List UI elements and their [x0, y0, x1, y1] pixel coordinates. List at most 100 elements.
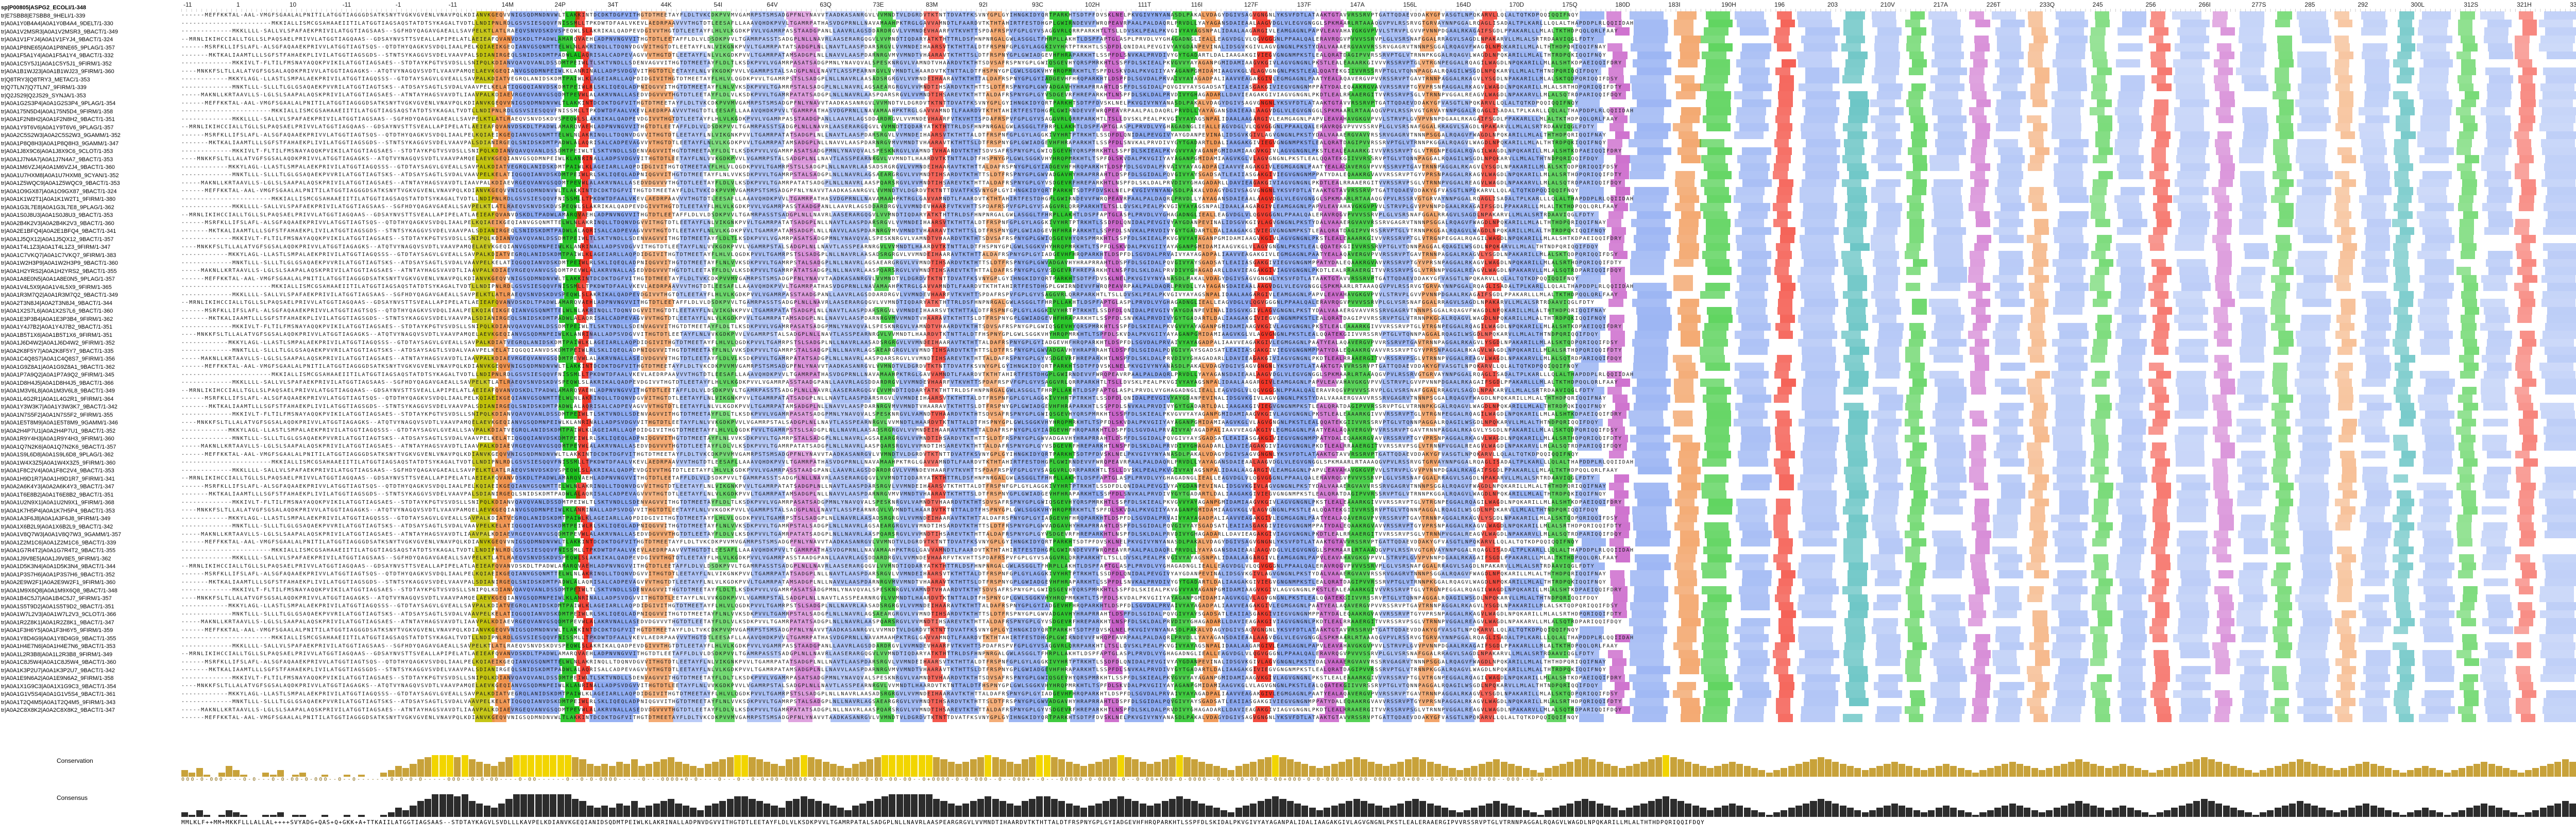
alignment-row[interactable]: -----------------------MKKIALLISMCGSAHAA… [181, 458, 2576, 467]
alignment-row[interactable]: ----MNKKFSLTLLALATVGFSGSALAQDKPRIVVLATGG… [181, 506, 2576, 515]
alignment-row[interactable]: -------------MKKIVLT-FLTILFMSNAYAQQKPVIK… [181, 147, 2576, 155]
sequence-name[interactable]: tr|A0A1P3S7H6|A0A1P3S7H6_9BACT/1-352 [1, 571, 115, 578]
alignment-row[interactable]: -------MKTKALIAAMTLLLSGFSTFAHAEKPLIVILAT… [181, 315, 2576, 323]
sequence-name[interactable]: tr|A0A1Q7N2K6|A0A1Q7N2K6_9BACT/1-357 [1, 443, 116, 450]
sequence-name[interactable]: tr|A0A1F2N8H2|A0A1F2N8H2_9BACT/1-351 [1, 116, 115, 123]
sequence-name[interactable]: tr|A0A1Y3W3K7|A0A1Y3W3K7_9BACT/1-342 [1, 404, 117, 410]
alignment-row[interactable]: ------MSRFKLLIFSLAFL-ALSGFAQAAEKPRIVVLAT… [181, 306, 2576, 315]
alignment-row[interactable]: -------------MKKIVLT-FLTILFMSNAYAQQKPVIK… [181, 322, 2576, 331]
sequence-name[interactable]: tr|A0A1P7A9Q2|A0A1P7A9Q2_9FIRM/1-345 [1, 372, 114, 378]
sequence-name[interactable]: tr|A0A1M9X6Q8|A0A1M9X6Q8_9BACT/1-348 [1, 587, 117, 594]
alignment-row[interactable]: ----MNKKFSLTLLALATVGFSGSALAQDKPRIVVLATGG… [181, 331, 2576, 339]
sequence-name[interactable]: tr|A0A1K1W2T1|A0A1K1W2T1_9FIRM/1-380 [1, 196, 116, 202]
alignment-row[interactable]: ----MNKKFSLTLLALATVGFSGSALAQDKPRIVVLATGG… [181, 155, 2576, 163]
alignment-row[interactable]: -------MKTKALIAAMTLLLSGFSTFAHAEKPLIVILAT… [181, 51, 2576, 59]
alignment-row[interactable]: --MRNLIKIHCCIALLTGLLSLPAQSAELPRIVVLATGGT… [181, 35, 2576, 43]
alignment-row[interactable]: ----MNKKFSLTLLALATVGFSGSALAQDKPRIVVLATGG… [181, 594, 2576, 602]
sequence-name[interactable]: tr|A0A1T6E8B2|A0A1T6E8B2_9BACT/1-351 [1, 491, 114, 498]
alignment-row[interactable]: -------------MNKTLLL-SLLLTLGLGSAQAEKPVVR… [181, 259, 2576, 267]
alignment-row[interactable]: -------------MKKLLLL-SALLVLSPAFAEKPRIVIL… [181, 379, 2576, 387]
sequence-name[interactable]: tr|A0A1F5A1Y4|A0A1F5A1Y4_9BACT/1-332 [1, 53, 114, 59]
sequence-name[interactable]: tr|A0A1S5T9D2|A0A1S5T9D2_9BACT/1-351 [1, 603, 114, 610]
sequence-name[interactable]: tr|A0A1T4L1Z3|A0A1T4L1Z3_9FIRM/1-347 [1, 244, 111, 250]
alignment-row[interactable]: -------------MKKIVLT-FLTILFMSNAYAQQKPVIK… [181, 411, 2576, 419]
sequence-name[interactable]: tr|A0A2K8F5Y7|A0A2K8F5Y7_9BACT/1-335 [1, 348, 114, 354]
alignment-row[interactable]: -------------MNKTLLL-SLLLTLGLGSAQAEKPVVR… [181, 171, 2576, 179]
alignment-row[interactable]: -------MKTKALIAAMTLLLSGFSTFAHAEKPLIVILAT… [181, 490, 2576, 499]
sequence-name[interactable]: tr|A0A1H2YRS2|A0A1H2YRS2_9BACT/1-355 [1, 268, 117, 275]
sequence-name[interactable]: tr|A0A1F3H6Y5|A0A1F3H6Y5_9FIRM/1-359 [1, 627, 113, 634]
sequence-name[interactable]: tr|A0A1W7L2V3|A0A1W7L2V3_9CLOT/1-366 [1, 611, 116, 618]
sequence-name[interactable]: tr|A0A1V4L5X9|A0A1V4L5X9_9FIRM/1-365 [1, 284, 112, 291]
alignment-row[interactable]: ------MSRFKLLIFSLAFL-ALSGFAQAAEKPRIVVLAT… [181, 482, 2576, 490]
sequence-name[interactable]: tr|A0A1V1FYJ4|A0A1V1FYJ4_9BACT/1-324 [1, 37, 113, 43]
sequence-name[interactable]: tr|A0A1H4E7N6|A0A1H4E7N6_9BACT/1-353 [1, 643, 116, 650]
sequence-name[interactable]: tr|A0A1L4G2R1|A0A1L4G2R1_9FIRM/1-364 [1, 396, 114, 402]
alignment-row[interactable]: ----MNKKFSLTLLALATVGFSGSALAQDKPRIVVLATGG… [181, 418, 2576, 426]
sequence-name[interactable]: tr|A0A1N7S5F2|A0A1N7S5F2_9FIRM/1-355 [1, 412, 113, 418]
sequence-name[interactable]: tr|A0A1X2S7L6|A0A1X2S7L6_9BACT/1-360 [1, 308, 113, 314]
alignment-row[interactable]: -------------MKKLLLL-SALLVLSPAFAEKPRIVIL… [181, 203, 2576, 211]
alignment-row[interactable]: -----MAKNLLKRTAAVLLS-LGLSLSAAPALAQSKPRIV… [181, 354, 2576, 363]
sequence-name[interactable]: tr|A0A1W4X3Z5|A0A1W4X3Z5_9FIRM/1-360 [1, 459, 116, 466]
alignment-row[interactable]: -------------MNKTLLL-SLLLTLGLGSAQAEKPVVR… [181, 522, 2576, 531]
alignment-row[interactable]: ------MEFFKKTAL-AAL-VMGFSGAALALPNITILATG… [181, 187, 2576, 195]
alignment-row[interactable]: ------MEFFKKTAL-AAL-VMGFSGAALALPNITILATG… [181, 538, 2576, 546]
alignment-row[interactable]: ----MNKKFSLTLLALATVGFSGSALAQDKPRIVVLATGG… [181, 67, 2576, 75]
alignment-row[interactable]: -----MAKNLLKRTAAVLLS-LGLSLSAAPALAQSKPRIV… [181, 91, 2576, 99]
sequence-name[interactable]: tr|A0A1K7H5P4|A0A1K7H5P4_9BACT/1-353 [1, 507, 115, 514]
alignment-row[interactable]: ------MEFFKKTAL-AAL-VMGFSGAALALPNITILATG… [181, 363, 2576, 371]
alignment-row[interactable]: -----MAKNLLKRTAAVLLS-LGLSLSAAPALAQSKPRIV… [181, 267, 2576, 275]
alignment-row[interactable]: -------------MKKLLLL-SALLVLSPAFAEKPRIVIL… [181, 554, 2576, 562]
alignment-row[interactable]: -------MKTKALIAAMTLLLSGFSTFAHAEKPLIVILAT… [181, 402, 2576, 411]
sequence-name[interactable]: tr|A0A1E5T8M9|A0A1E5T8M9_9GAMM/1-346 [1, 420, 118, 426]
alignment-row[interactable]: -----------------------MKKIALLISMCGSAHAA… [181, 195, 2576, 203]
alignment-row[interactable]: ------MEFFKKTAL-AAL-VMGFSGAALALPNITILATG… [181, 450, 2576, 458]
alignment-row[interactable]: -----MAKNLLKRTAAVLLS-LGLSLSAAPALAQSKPRIV… [181, 179, 2576, 187]
alignment-row[interactable]: --MRNLIKIHCCIALLTGLLSLPAQSAELPRIVVLATGGT… [181, 562, 2576, 570]
alignment-row[interactable]: -----------------------MKKIALLISMCGSAHAA… [181, 19, 2576, 27]
sequence-name[interactable]: tr|A0A2B4K2V3|A0A2B4K2V3_9BACT/1-360 [1, 220, 114, 227]
alignment-row[interactable]: -----------------------MKKIALLISMCGSAHAA… [181, 546, 2576, 554]
sequence-name[interactable]: tr|A0A1C7VKQ7|A0A1C7VKQ7_9FIRM/1-383 [1, 252, 116, 259]
sequence-name[interactable]: tr|A0A1J7N4A7|A0A1J7N4A7_9BACT/1-353 [1, 156, 113, 163]
alignment-row[interactable]: -----MAKNLLKRTAAVLLS-LGLSLSAAPALAQSKPRIV… [181, 442, 2576, 451]
alignment-row[interactable]: ------MEFFKKTAL-AAL-VMGFSGAALALPNITILATG… [181, 99, 2576, 107]
sequence-name[interactable]: tr|A0A1S9L6D8|A0A1S9L6D8_9PLAG/1-362 [1, 452, 114, 458]
sequence-name[interactable]: tr|A0A1G1V5S4|A0A1G1V5S4_9BACT/1-361 [1, 691, 116, 697]
sequence-name[interactable]: tr|A0A1R9Y4H3|A0A1R9Y4H3_9FIRM/1-360 [1, 436, 114, 442]
sequence-name[interactable]: tr|A0A1H9D1R7|A0A1H9D1R7_9FIRM/1-341 [1, 475, 115, 482]
sequence-name[interactable]: sp|P00805|ASPG2_ECOLI/1-348 [1, 5, 87, 11]
sequence-name[interactable]: tr|A0A2E9W2F1|A0A2E9W2F1_9FIRM/1-360 [1, 579, 116, 586]
sequence-name[interactable]: tr|A0A1B4C5J7|A0A1B4C5J7_9FIRM/1-357 [1, 595, 112, 602]
sequence-name[interactable]: tr|A0A1B5T1X6|A0A1B5T1X6_9FIRM/1-351 [1, 332, 113, 338]
alignment-row[interactable]: ------------MKKYLAGL-LLASTLSMPALAEKPRIVI… [181, 251, 2576, 259]
sequence-name[interactable]: tr|A0A1C5Y5J1|A0A1C5Y5J1_9FIRM/1-352 [1, 60, 112, 67]
alignment-row[interactable]: -------------MNKTLLL-SLLLTLGLGSAQAEKPVVR… [181, 83, 2576, 91]
sequence-name[interactable]: tr|A0A1V8Q7W3|A0A1V8Q7W3_9GAMM/1-357 [1, 532, 122, 538]
sequence-name[interactable]: tr|A0A1R2Z8K1|A0A1R2Z8K1_9BACT/1-347 [1, 619, 114, 626]
alignment-row[interactable]: ------MSRFKLLIFSLAFL-ALSGFAQAAEKPRIVVLAT… [181, 131, 2576, 139]
alignment-row[interactable]: ------MSRFKLLIFSLAFL-ALSGFAQAAEKPRIVVLAT… [181, 570, 2576, 578]
sequence-name[interactable]: tr|A0A1M6VZJ4|A0A1M6VZJ4_9BACT/1-360 [1, 164, 115, 170]
sequence-name[interactable]: tr|A0A1Y4J7B2|A0A1Y4J7B2_9BACT/1-351 [1, 324, 113, 330]
sequence-name[interactable]: tr|A0A1J8X9C6|A0A1J8X9C6_9CLOT/1-353 [1, 148, 113, 155]
sequence-name[interactable]: tr|A0A1Z2M1C6|A0A1Z2M1C6_9BACT/1-339 [1, 539, 116, 546]
sequence-name[interactable]: tr|A0A1G3L7E8|A0A1G3L7E8_9PLAG/1-362 [1, 204, 114, 211]
alignment-row[interactable]: ------------MKKYLAGL-LLASTLSMPALAEKPRIVI… [181, 514, 2576, 522]
sequence-name[interactable]: tr|Q2JS29|Q2JS29_SYNJA/1-353 [1, 92, 86, 99]
sequence-name[interactable]: tr|A0A1V2MSR3|A0A1V2MSR3_9BACT/1-349 [1, 28, 118, 35]
sequence-name[interactable]: tr|A0A1E3P3B4|A0A1E3P3B4_9FIRM/1-362 [1, 316, 113, 322]
alignment-row[interactable]: ------MSRFKLLIFSLAFL-ALSGFAQAAEKPRIVVLAT… [181, 43, 2576, 52]
alignment-row[interactable]: --MRNLIKIHCCIALLTGLLSLPAQSAELPRIVVLATGGT… [181, 299, 2576, 307]
alignment-row[interactable]: -------MKTKALIAAMTLLLSGFSTFAHAEKPLIVILAT… [181, 139, 2576, 147]
sequence-name[interactable]: tr|A0A1U2N9X1|A0A1U2N9X1_9FIRM/1-368 [1, 500, 114, 506]
sequence-name[interactable]: tr|A0A1A3F6J8|A0A1A3F6J8_9FIRM/1-349 [1, 516, 111, 522]
alignment-row[interactable]: ------------MKKYLAGL-LLASTLSMPALAEKPRIVI… [181, 75, 2576, 83]
alignment-row[interactable]: -------------MKKLLLL-SALLVLSPAFAEKPRIVIL… [181, 466, 2576, 474]
alignment-row[interactable]: --MRNLIKIHCCIALLTGLLSLPAQSAELPRIVVLATGGT… [181, 123, 2576, 131]
sequence-name[interactable]: tr|A0A1U7HXM8|A0A1U7HXM8_9CYAN/1-352 [1, 172, 119, 179]
alignment-row[interactable]: -------------MKKLLLL-SALLVLSPAFAEKPRIVIL… [181, 115, 2576, 123]
sequence-name[interactable]: tr|A0A1G9Z8A1|A0A1G9Z8A1_9BACT/1-362 [1, 364, 115, 370]
alignment-row[interactable]: ------MEFFKKTAL-AAL-VMGFSGAALALPNITILATG… [181, 11, 2576, 20]
